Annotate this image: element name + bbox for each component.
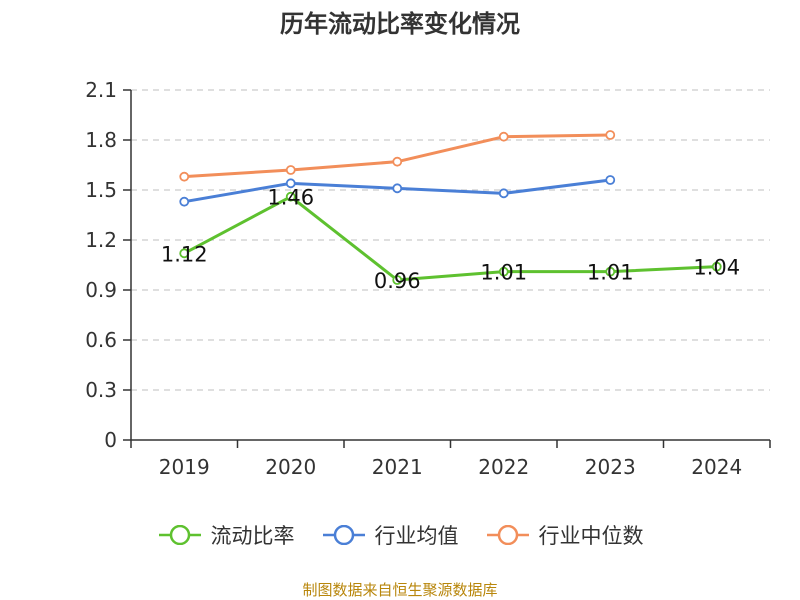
data-label: 1.12 — [161, 242, 208, 266]
data-point — [498, 266, 509, 277]
data-point — [285, 165, 296, 175]
data-point — [179, 248, 190, 259]
data-labels: 1.12 1.46 0.96 1.01 1.01 1.04 — [161, 186, 740, 293]
legend-item-industry-average[interactable]: 行业均值 — [321, 520, 459, 550]
y-tick-label: 1.5 — [85, 178, 117, 202]
data-point — [498, 131, 509, 142]
x-tick-label: 2023 — [585, 455, 636, 479]
legend-label: 行业均值 — [374, 524, 459, 548]
data-point — [392, 183, 403, 194]
y-tick-label: 0.3 — [85, 378, 117, 402]
x-tick-label: 2024 — [691, 455, 742, 479]
circle-line-icon — [322, 525, 365, 545]
data-point — [711, 261, 722, 272]
source-note: 制图数据来自恒生聚源数据库 — [302, 581, 498, 599]
legend-item-current-ratio[interactable]: 流动比率 — [157, 520, 295, 550]
data-point — [392, 275, 403, 285]
y-tick-label: 1.8 — [85, 128, 117, 152]
data-label: 1.01 — [480, 261, 527, 285]
data-point — [605, 266, 616, 277]
circle-line-icon — [158, 525, 201, 545]
data-label: 1.01 — [587, 261, 634, 285]
y-tick-label: 0 — [104, 428, 117, 452]
data-point — [285, 178, 296, 189]
data-point — [498, 188, 509, 199]
y-tick-label: 0.9 — [85, 278, 117, 302]
y-tick-label: 2.1 — [85, 78, 117, 102]
data-point — [605, 130, 616, 140]
legend-label: 行业中位数 — [538, 524, 644, 548]
data-label: 0.96 — [374, 269, 421, 293]
x-tick-label: 2019 — [159, 455, 210, 479]
series-line — [184, 133, 611, 179]
legend-label: 流动比率 — [210, 524, 295, 548]
y-tick-label: 1.2 — [85, 228, 117, 252]
data-point — [179, 196, 190, 207]
data-point — [392, 156, 403, 167]
x-tick-label: 2020 — [265, 455, 316, 479]
grid-lines — [131, 89, 770, 391]
data-label: 1.46 — [267, 186, 314, 210]
series-lines — [179, 130, 722, 285]
legend-item-industry-median[interactable]: 行业中位数 — [485, 520, 644, 550]
series-line — [183, 195, 717, 282]
x-tick-label: 2021 — [372, 455, 423, 479]
axes: 0 0.3 0.6 0.9 1.2 1.5 1.8 2.1 2019 2020 2021 2022 20… — [85, 78, 771, 479]
legend: 流动比率 行业均值 行业中位数 — [0, 520, 800, 550]
x-tick-label: 2022 — [478, 455, 529, 479]
data-point — [179, 171, 190, 182]
chart-title: 历年流动比率变化情况 — [280, 10, 520, 38]
data-point — [605, 175, 616, 185]
data-label: 1.04 — [693, 256, 740, 280]
data-point — [285, 191, 296, 202]
y-tick-label: 0.6 — [85, 328, 117, 352]
circle-line-icon — [486, 525, 529, 545]
